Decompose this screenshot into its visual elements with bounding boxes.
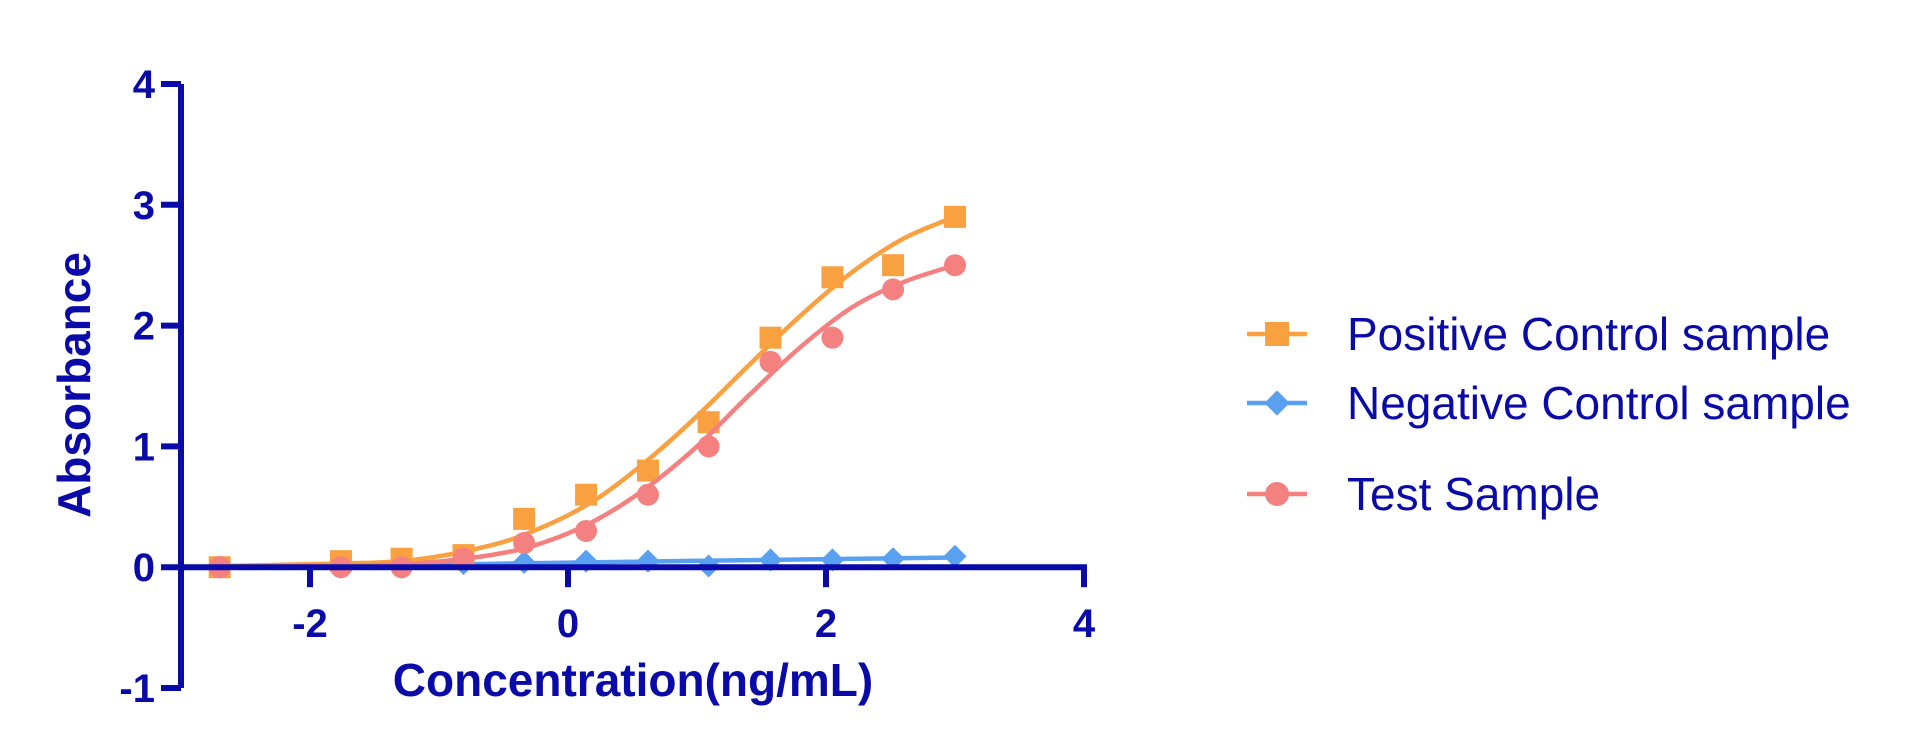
legend-label: Test Sample	[1347, 468, 1600, 520]
legend-item: Test Sample	[1247, 468, 1600, 520]
data-point	[944, 254, 966, 277]
x-tick-label: 2	[815, 602, 837, 646]
y-tick-label: 1	[133, 425, 155, 469]
data-point	[759, 326, 782, 349]
legend-marker	[1265, 322, 1289, 346]
data-point	[882, 278, 905, 301]
x-tick-label: 4	[1073, 602, 1096, 646]
y-tick-label: 2	[133, 305, 155, 349]
data-point	[697, 435, 720, 458]
data-point	[759, 350, 782, 373]
x-axis-title: Concentration(ng/mL)	[393, 654, 873, 706]
y-tick-label: 4	[133, 63, 156, 107]
legend-label: Negative Control sample	[1347, 377, 1851, 429]
data-point	[575, 483, 598, 506]
axes: -1 0 1 2 3 4 -2 0 2 4	[119, 63, 1095, 711]
data-point	[943, 544, 967, 568]
y-tick-label: 0	[133, 546, 155, 590]
x-tick-label: 0	[557, 602, 579, 646]
data-point	[944, 205, 966, 228]
y-tick-label: 3	[133, 184, 155, 228]
data-point	[821, 266, 844, 289]
legend-marker	[1265, 482, 1289, 506]
legend: Positive Control sample Negative Control …	[1247, 308, 1851, 520]
legend-marker	[1264, 390, 1290, 416]
fit-curve	[219, 214, 956, 569]
data-point	[882, 254, 905, 277]
data-point	[513, 507, 536, 530]
data-point	[513, 532, 536, 555]
data-point	[636, 483, 659, 506]
x-tick-label: -2	[292, 602, 328, 646]
y-axis-title: Absorbance	[48, 252, 100, 518]
legend-label: Positive Control sample	[1347, 308, 1830, 360]
data-point	[512, 550, 536, 574]
plot-area	[208, 205, 967, 579]
legend-item: Negative Control sample	[1247, 377, 1851, 429]
data-point	[575, 519, 598, 542]
y-tick-label: -1	[119, 667, 155, 711]
legend-item: Positive Control sample	[1247, 308, 1830, 360]
data-point	[821, 326, 844, 349]
data-point	[636, 459, 659, 482]
series-test-sample	[208, 254, 966, 579]
